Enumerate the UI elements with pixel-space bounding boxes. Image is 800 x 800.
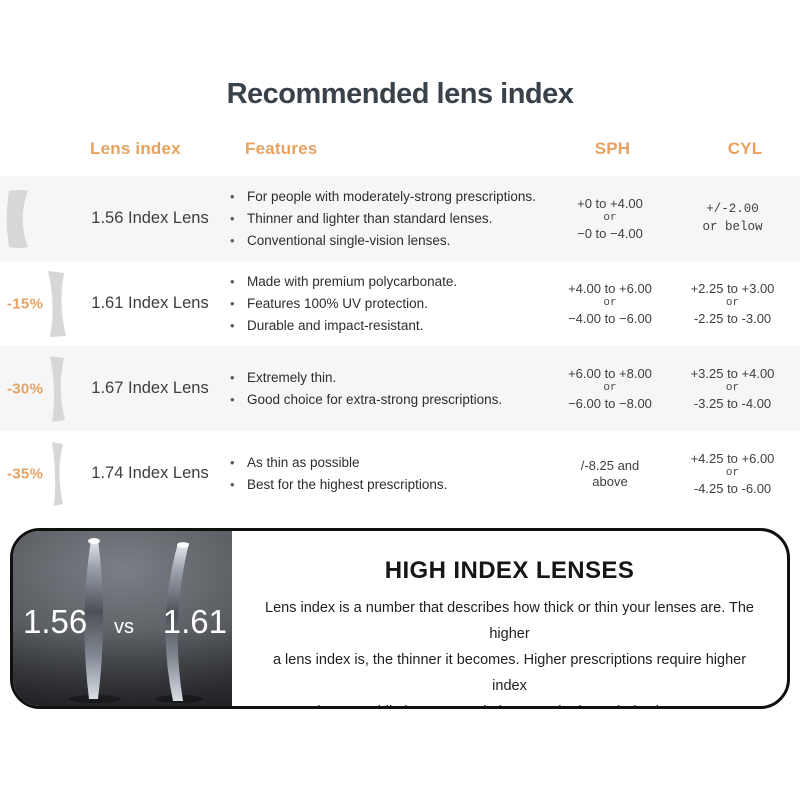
banner-description-line: a lens index is, the thinner it becomes.… xyxy=(272,652,747,694)
sph-value: +6.00 to +8.00 xyxy=(568,366,652,381)
photo-label-left: 1.56 xyxy=(23,603,88,640)
discount-badge: -30% xyxy=(7,380,44,397)
banner-description-line: Lens index is a number that describes ho… xyxy=(265,600,754,642)
sph-or: or xyxy=(603,382,617,394)
cyl-range: +4.25 to +6.00 or -4.25 to -6.00 xyxy=(665,431,800,516)
table-row-1-61: -15% 1.61 Index Lens Made with premium p… xyxy=(0,261,800,346)
table-row-1-74: -35% 1.74 Index Lens As thin as possible… xyxy=(0,431,800,516)
column-header-sph: SPH xyxy=(594,139,631,158)
sph-or: or xyxy=(603,297,617,309)
high-index-banner: 1.56 vs 1.61 HIGH INDEX LENSES Lens inde… xyxy=(10,528,790,709)
banner-description: Lens index is a number that describes ho… xyxy=(256,595,763,706)
sph-value: above xyxy=(592,474,628,489)
sph-range: +6.00 to +8.00 or −6.00 to −8.00 xyxy=(555,346,665,431)
cyl-or: or xyxy=(725,382,740,394)
lens-name: 1.74 Index Lens xyxy=(91,464,209,482)
banner-description-line: lenses, while lower prescriptions requir… xyxy=(317,704,701,706)
photo-label-vs: vs xyxy=(114,616,134,638)
feature-item: As thin as possible xyxy=(228,452,555,474)
cyl-range: +/-2.00 or below xyxy=(665,176,800,261)
lens-thickness-icon xyxy=(6,189,28,248)
banner-text: HIGH INDEX LENSES Lens index is a number… xyxy=(232,531,787,706)
feature-item: Conventional single-vision lenses. xyxy=(228,230,555,252)
sph-value: +4.00 to +6.00 xyxy=(568,281,652,296)
features-list: As thin as possible Best for the highest… xyxy=(210,431,555,516)
cyl-value: -3.25 to -4.00 xyxy=(693,396,772,411)
column-header-features: Features xyxy=(245,139,318,158)
feature-item: Good choice for extra-strong prescriptio… xyxy=(228,389,555,411)
feature-item: Made with premium polycarbonate. xyxy=(228,271,555,293)
sph-range: /-8.25 and above xyxy=(555,431,665,516)
cyl-value: -4.25 to -6.00 xyxy=(693,481,772,496)
feature-item: Extremely thin. xyxy=(228,367,555,389)
sph-value: −0 to −4.00 xyxy=(577,226,643,241)
cyl-or: or xyxy=(725,297,740,309)
photo-label-right: 1.61 xyxy=(162,603,227,640)
lens-thickness-icon xyxy=(52,441,63,506)
cyl-value: +/-2.00 xyxy=(706,202,759,216)
sph-value: /-8.25 and xyxy=(580,458,640,473)
table-row-1-56: 1.56 Index Lens For people with moderate… xyxy=(0,176,800,261)
sph-range: +4.00 to +6.00 or −4.00 to −6.00 xyxy=(555,261,665,346)
banner-title: HIGH INDEX LENSES xyxy=(384,557,635,584)
table-header-row: Lens index Features SPH CYL xyxy=(0,139,800,163)
discount-badge: -35% xyxy=(7,465,44,482)
column-header-cyl: CYL xyxy=(727,139,763,158)
lens-table: 1.56 Index Lens For people with moderate… xyxy=(0,176,800,516)
lens-name: 1.61 Index Lens xyxy=(91,294,209,312)
feature-item: Durable and impact-resistant. xyxy=(228,315,555,337)
lens-thickness-icon xyxy=(50,355,65,422)
lens-name: 1.67 Index Lens xyxy=(91,379,209,397)
cyl-value: or below xyxy=(702,220,763,234)
cyl-range: +2.25 to +3.00 or -2.25 to -3.00 xyxy=(665,261,800,346)
features-list: Extremely thin. Good choice for extra-st… xyxy=(210,346,555,431)
features-list: Made with premium polycarbonate. Feature… xyxy=(210,261,555,346)
lens-icon-cell xyxy=(0,176,90,261)
lens-icon-cell: -35% xyxy=(0,431,90,516)
page-title: Recommended lens index xyxy=(226,78,574,110)
column-header-lens-index: Lens index xyxy=(90,139,181,158)
sph-value: −4.00 to −6.00 xyxy=(568,311,652,326)
cyl-range: +3.25 to +4.00 or -3.25 to -4.00 xyxy=(665,346,800,431)
cyl-value: +4.25 to +6.00 xyxy=(690,451,775,466)
cyl-value: -2.25 to -3.00 xyxy=(693,311,772,326)
feature-item: For people with moderately-strong prescr… xyxy=(228,186,555,208)
lens-thickness-icon xyxy=(48,270,66,337)
feature-item: Thinner and lighter than standard lenses… xyxy=(228,208,555,230)
sph-range: +0 to +4.00 or −0 to −4.00 xyxy=(555,176,665,261)
lens-name: 1.56 Index Lens xyxy=(91,209,209,227)
feature-item: Best for the highest prescriptions. xyxy=(228,474,555,496)
cyl-value: +3.25 to +4.00 xyxy=(690,366,775,381)
feature-item: Features 100% UV protection. xyxy=(228,293,555,315)
sph-value: −6.00 to −8.00 xyxy=(568,396,652,411)
lens-profiles-image xyxy=(69,538,203,703)
lens-comparison-photo: 1.56 vs 1.61 xyxy=(13,531,232,706)
lens-icon-cell: -15% xyxy=(0,261,90,346)
discount-badge: -15% xyxy=(7,295,44,312)
sph-value: +0 to +4.00 xyxy=(577,196,643,211)
lens-icon-cell: -30% xyxy=(0,346,90,431)
features-list: For people with moderately-strong prescr… xyxy=(210,176,555,261)
cyl-or: or xyxy=(725,467,740,479)
cyl-value: +2.25 to +3.00 xyxy=(690,281,775,296)
sph-or: or xyxy=(603,212,617,224)
table-row-1-67: -30% 1.67 Index Lens Extremely thin. Goo… xyxy=(0,346,800,431)
